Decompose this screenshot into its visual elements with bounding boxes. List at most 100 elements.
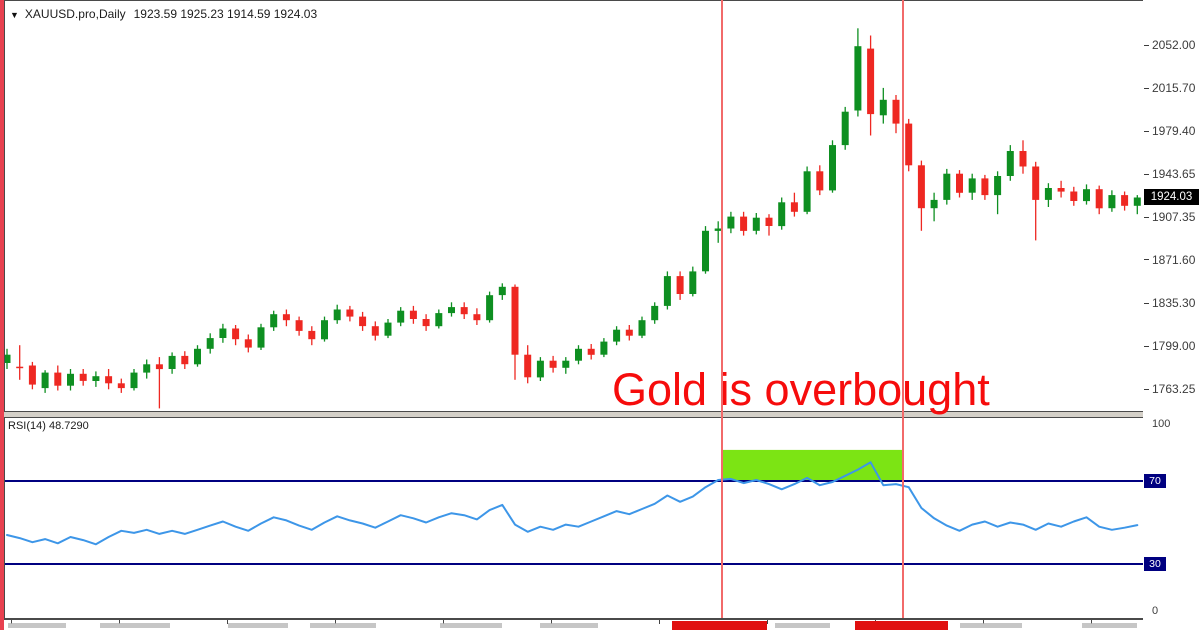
candle-body (917, 165, 925, 209)
candle-body (244, 339, 252, 348)
candle-body (905, 123, 913, 166)
price-label: 1871.60 (1152, 252, 1196, 267)
time-tick (767, 620, 768, 624)
candle-body (1006, 151, 1014, 176)
time-label-clipped (228, 623, 288, 628)
candle-body (1083, 189, 1090, 202)
time-label-clipped (540, 623, 598, 628)
candle-body (1121, 195, 1129, 206)
price-tick (1144, 388, 1149, 390)
candle-body (968, 178, 976, 193)
vertical-line-right[interactable] (902, 0, 904, 618)
candle-body (1133, 197, 1141, 206)
rsi-badge-70: 70 (1144, 474, 1166, 488)
candle-body (829, 145, 836, 191)
candle-body (702, 230, 709, 272)
candle-body (1019, 151, 1027, 167)
symbol-timeframe: XAUUSD.pro,Daily (24, 7, 126, 21)
candle-body (1044, 188, 1052, 200)
candle-body (752, 217, 760, 231)
candle-body (257, 327, 265, 348)
candle-body (943, 173, 951, 200)
candle-body (638, 320, 646, 336)
time-tick (983, 620, 984, 624)
candle-body (892, 99, 900, 124)
pane-divider[interactable] (0, 411, 1143, 418)
candle-body (486, 295, 494, 321)
candle-body (168, 355, 176, 369)
candle-body (549, 360, 557, 368)
ohlc-readout: 1923.59 1925.23 1914.59 1924.03 (133, 7, 318, 21)
candle-body (790, 202, 798, 212)
candle-body (930, 199, 938, 209)
candle-body (1095, 189, 1103, 209)
candle-body (803, 171, 811, 212)
price-label: 1835.30 (1152, 296, 1196, 311)
candle-body (727, 216, 735, 229)
time-label-highlighted (855, 621, 948, 630)
candle-body (1057, 188, 1065, 192)
candle-body (1032, 166, 1040, 200)
candle-body (346, 309, 354, 317)
price-tick (1144, 44, 1149, 46)
candle-body (663, 276, 671, 306)
candle-body (714, 228, 722, 231)
time-label-clipped (960, 623, 1022, 628)
candle-body (613, 329, 621, 342)
time-tick (659, 620, 660, 624)
candle-body (232, 328, 240, 340)
candle-body (778, 202, 786, 227)
time-label-clipped (775, 623, 830, 628)
candle-body (282, 314, 290, 321)
price-pane[interactable] (0, 0, 1143, 412)
candle-body (130, 372, 138, 389)
rsi-line (6, 461, 1139, 546)
chart-title: ▼ XAUUSD.pro,Daily 1923.59 1925.23 1914.59… (10, 7, 317, 21)
candle-body (384, 322, 392, 336)
candle-body (295, 320, 303, 331)
candle-body (67, 373, 74, 386)
candle-body (448, 307, 455, 314)
vertical-line-left[interactable] (721, 0, 723, 618)
candle-body (625, 329, 633, 336)
candle-body (956, 173, 963, 193)
candle-body (308, 330, 316, 340)
candle-body (600, 341, 608, 355)
candle-body (816, 171, 824, 191)
overbought-zone[interactable] (722, 449, 903, 481)
time-label-clipped (310, 623, 376, 628)
rsi-pane[interactable] (0, 418, 1143, 618)
candle-body (194, 348, 201, 365)
current-price-badge: 1924.03 (1144, 189, 1199, 206)
candle-body (321, 320, 328, 340)
time-tick (551, 620, 552, 624)
price-label: 1907.35 (1152, 210, 1196, 225)
time-tick (335, 620, 336, 624)
rsi-chart[interactable] (0, 418, 1143, 618)
left-border (4, 0, 5, 620)
time-label-clipped (100, 623, 170, 628)
rsi-label-0: 0 (1152, 605, 1159, 617)
time-tick (227, 620, 228, 624)
candle-body (16, 366, 24, 369)
collapse-arrow-icon[interactable]: ▼ (10, 10, 19, 20)
candle-body (206, 338, 214, 349)
time-tick (11, 620, 12, 624)
candle-body (524, 354, 532, 378)
candle-body (498, 286, 506, 296)
candle-body (511, 286, 519, 355)
candle-body (587, 348, 595, 355)
candle-body (359, 316, 367, 327)
candle-body (879, 99, 887, 116)
candle-body (854, 46, 862, 111)
candle-body (422, 319, 430, 327)
annotation-text[interactable]: Gold is overbought (612, 364, 990, 415)
price-tick (1144, 87, 1149, 89)
time-label-highlighted (672, 621, 767, 630)
candle-body (689, 271, 697, 294)
candle-body (765, 217, 773, 226)
candle-body (219, 328, 227, 338)
candle-body (409, 310, 417, 319)
candlestick-chart[interactable] (0, 0, 1143, 412)
